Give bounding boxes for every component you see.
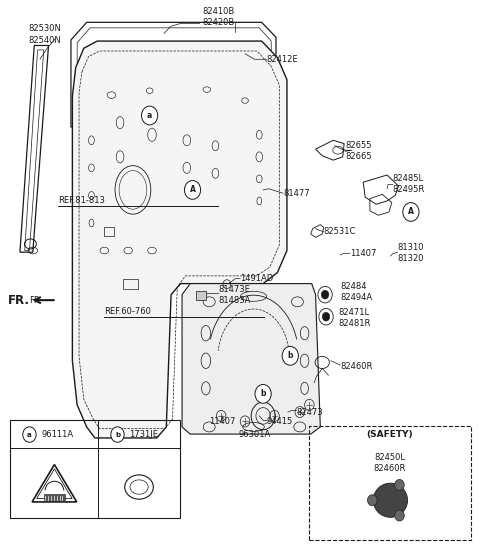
Circle shape <box>368 495 377 506</box>
Text: REF.60-760: REF.60-760 <box>104 307 151 316</box>
Text: 1731JE: 1731JE <box>130 430 158 439</box>
FancyBboxPatch shape <box>44 494 65 500</box>
Text: 82655
82665: 82655 82665 <box>345 141 372 161</box>
Circle shape <box>321 290 329 299</box>
Ellipse shape <box>373 483 408 517</box>
Text: A: A <box>190 186 195 194</box>
Text: (SAFETY): (SAFETY) <box>367 429 413 439</box>
Text: 1491AD: 1491AD <box>240 274 274 283</box>
Polygon shape <box>72 41 287 438</box>
Text: 82412E: 82412E <box>266 55 298 64</box>
Text: 82484
82494A: 82484 82494A <box>340 283 372 302</box>
Text: 96301A: 96301A <box>239 429 271 439</box>
Text: 94415: 94415 <box>267 417 293 426</box>
Circle shape <box>111 427 124 442</box>
Text: 82450L
82460R: 82450L 82460R <box>374 453 406 474</box>
Text: A: A <box>408 207 414 217</box>
Text: 11407: 11407 <box>350 249 376 258</box>
Polygon shape <box>182 284 320 434</box>
Circle shape <box>142 106 158 125</box>
Text: 81473E
81483A: 81473E 81483A <box>219 285 251 305</box>
Circle shape <box>23 427 36 442</box>
Text: a: a <box>147 111 152 120</box>
FancyBboxPatch shape <box>196 291 206 300</box>
Text: 82485L
82495R: 82485L 82495R <box>393 175 425 194</box>
Text: FR.: FR. <box>29 296 43 305</box>
Circle shape <box>255 384 271 403</box>
Text: b: b <box>115 432 120 438</box>
Text: b: b <box>260 389 266 398</box>
Text: 81310
81320: 81310 81320 <box>397 243 424 263</box>
Text: 82530N
82540N: 82530N 82540N <box>28 24 61 44</box>
Text: 96111A: 96111A <box>41 430 73 439</box>
Circle shape <box>395 510 404 521</box>
Text: REF.81-813: REF.81-813 <box>58 197 105 206</box>
Text: 82460R: 82460R <box>340 362 372 371</box>
Circle shape <box>403 203 419 222</box>
Text: a: a <box>27 432 32 438</box>
Text: 11407: 11407 <box>209 417 236 426</box>
Circle shape <box>322 312 330 321</box>
Text: FR.: FR. <box>8 294 29 307</box>
Text: 81477: 81477 <box>283 189 310 198</box>
Text: 82473: 82473 <box>297 408 323 417</box>
Circle shape <box>184 181 201 199</box>
Text: b: b <box>288 351 293 360</box>
Text: 82471L
82481R: 82471L 82481R <box>338 308 371 329</box>
Circle shape <box>395 479 404 490</box>
Text: 82531C: 82531C <box>324 227 356 237</box>
Circle shape <box>282 346 299 365</box>
Text: 82410B
82420B: 82410B 82420B <box>203 7 235 27</box>
